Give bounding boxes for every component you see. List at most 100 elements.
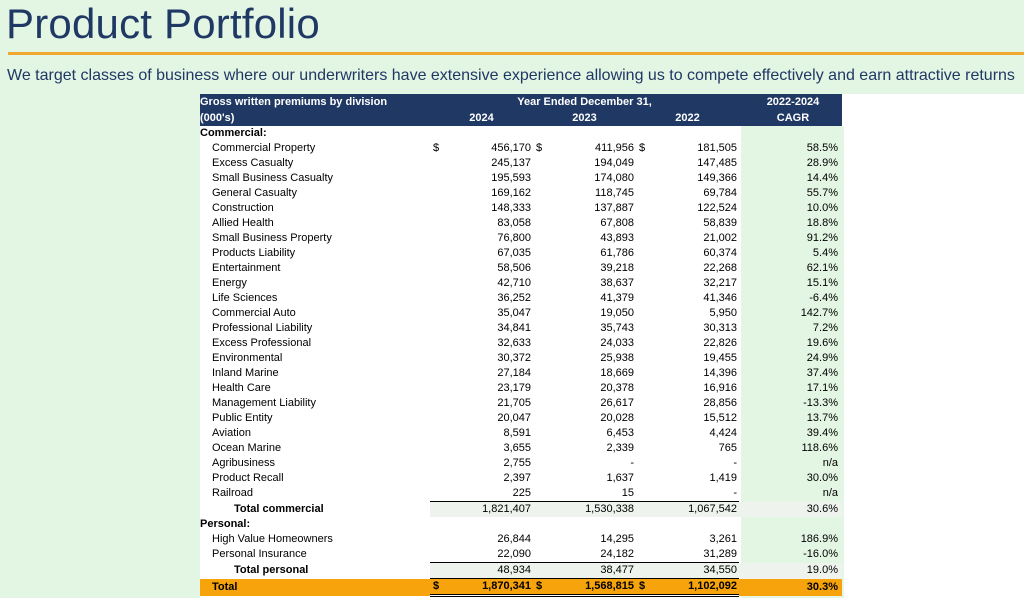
value-cagr: 15.1% bbox=[806, 277, 838, 289]
row-label: Construction bbox=[212, 202, 274, 214]
value-2022: 69,784 bbox=[703, 187, 737, 199]
value-2023: 39,218 bbox=[600, 262, 634, 274]
value-2024: $1,870,341 bbox=[430, 578, 533, 597]
value-2022: 31,289 bbox=[703, 548, 737, 560]
value-2023: 25,938 bbox=[600, 352, 634, 364]
value-2022: 19,455 bbox=[703, 352, 737, 364]
value-2022: 15,512 bbox=[703, 412, 737, 424]
value-2024: 26,844 bbox=[497, 533, 531, 545]
value-2024: 245,137 bbox=[491, 157, 531, 169]
value-2024: 148,333 bbox=[491, 202, 531, 214]
header-year-2024: 2024 bbox=[430, 110, 533, 126]
row-label: Personal Insurance bbox=[212, 548, 307, 561]
row-label: Railroad bbox=[212, 487, 253, 500]
value-cagr: 13.7% bbox=[806, 412, 838, 424]
row-label: Total bbox=[200, 578, 430, 596]
value-cagr: 24.9% bbox=[806, 352, 838, 364]
value-cagr: -16.0% bbox=[803, 548, 838, 561]
table-row: Public Entity 20,047 20,028 15,512 13.7% bbox=[200, 411, 842, 426]
value-2024: 35,047 bbox=[497, 307, 531, 319]
row-label: Total personal bbox=[234, 564, 309, 576]
value-2023: 20,028 bbox=[600, 412, 634, 424]
value-cagr: 17.1% bbox=[806, 382, 838, 394]
table-row: Energy 42,710 38,637 32,217 15.1% bbox=[200, 276, 842, 291]
value-2024: 2,397 bbox=[503, 472, 531, 484]
value-2023: $411,956 bbox=[533, 141, 636, 156]
value-2022: 60,374 bbox=[703, 247, 737, 259]
value-2024: 8,591 bbox=[503, 427, 531, 439]
value-cagr: 55.7% bbox=[806, 187, 838, 199]
page-title: Product Portfolio bbox=[6, 0, 320, 47]
table-header-row-2: (000's) 2024 2023 2022 CAGR bbox=[200, 110, 842, 126]
value-2022: 21,002 bbox=[703, 232, 737, 244]
value-cagr: -13.3% bbox=[803, 397, 838, 409]
cagr-column-shade bbox=[741, 126, 844, 598]
row-label: General Casualty bbox=[212, 187, 297, 199]
value-2022: 1,067,542 bbox=[636, 501, 739, 517]
table-row: Personal Insurance 22,090 24,182 31,289 -16.… bbox=[200, 547, 842, 563]
row-label: Products Liability bbox=[212, 247, 296, 259]
value-2022: 22,826 bbox=[703, 337, 737, 349]
value-2023: 19,050 bbox=[600, 307, 634, 319]
right-margin bbox=[844, 94, 1024, 598]
table-row: Aviation 8,591 6,453 4,424 39.4% bbox=[200, 426, 842, 441]
value-2024: 30,372 bbox=[497, 352, 531, 364]
table-row: Small Business Property 76,800 43,893 21,00… bbox=[200, 231, 842, 246]
value-2024: 27,184 bbox=[497, 367, 531, 379]
value-2024: 20,047 bbox=[497, 412, 531, 424]
value-2022: 4,424 bbox=[709, 427, 737, 439]
row-label: Professional Liability bbox=[212, 322, 313, 334]
row-label: High Value Homeowners bbox=[212, 533, 333, 545]
value-cagr: 142.7% bbox=[800, 307, 838, 319]
value-2023: 20,378 bbox=[600, 382, 634, 394]
section-personal: Personal: bbox=[200, 517, 842, 532]
value-cagr: 10.0% bbox=[806, 202, 838, 214]
value-cagr: 18.8% bbox=[806, 217, 838, 229]
value-cagr: 186.9% bbox=[800, 533, 838, 545]
value-2023: 43,893 bbox=[600, 232, 634, 244]
value-cagr: 19.6% bbox=[806, 337, 838, 349]
value-2023: 24,033 bbox=[600, 337, 634, 349]
value-2024: 169,162 bbox=[491, 187, 531, 199]
value-cagr: -6.4% bbox=[809, 292, 838, 304]
table-row: Commercial Auto 35,047 19,050 5,950 142.7% bbox=[200, 306, 842, 321]
value-cagr: 91.2% bbox=[806, 232, 838, 244]
value-2022: 28,856 bbox=[703, 397, 737, 409]
value-2024: 36,252 bbox=[497, 292, 531, 304]
row-label: Small Business Property bbox=[212, 232, 332, 244]
value-2023: 38,637 bbox=[600, 277, 634, 289]
value-2022: 30,313 bbox=[703, 322, 737, 334]
value-2024: $456,170 bbox=[430, 141, 533, 156]
row-label: Commercial Auto bbox=[212, 307, 296, 319]
value-2023: 174,080 bbox=[594, 172, 634, 184]
row-label: Agribusiness bbox=[212, 457, 275, 469]
value-cagr: 19.0% bbox=[744, 562, 842, 579]
header-cagr: CAGR bbox=[744, 110, 842, 126]
value-2024: 21,705 bbox=[497, 397, 531, 409]
cell-value: 456,170 bbox=[491, 142, 531, 154]
table-row: Railroad 225 15 - n/a bbox=[200, 486, 842, 502]
value-2024: 76,800 bbox=[497, 232, 531, 244]
table-row: Agribusiness 2,755 - - n/a bbox=[200, 456, 842, 471]
value-cagr: 37.4% bbox=[806, 367, 838, 379]
section-heading: Commercial: bbox=[200, 127, 267, 139]
value-2023: 1,637 bbox=[606, 472, 634, 484]
value-2024: 83,058 bbox=[497, 217, 531, 229]
header-label: Gross written premiums by division bbox=[200, 94, 430, 110]
title-underline bbox=[8, 52, 1024, 55]
value-2022: 22,268 bbox=[703, 262, 737, 274]
value-2024: 32,633 bbox=[497, 337, 531, 349]
value-2024: 42,710 bbox=[497, 277, 531, 289]
table-row: Construction 148,333 137,887 122,524 10.0% bbox=[200, 201, 842, 216]
value-2023: $1,568,815 bbox=[533, 578, 636, 597]
value-cagr: 30.0% bbox=[806, 472, 838, 484]
header-year-2022: 2022 bbox=[636, 110, 739, 126]
row-label: Product Recall bbox=[212, 472, 284, 484]
value-cagr: 28.9% bbox=[806, 157, 838, 169]
row-label: Excess Professional bbox=[212, 337, 312, 349]
value-2022: 3,261 bbox=[709, 533, 737, 545]
section-heading: Personal: bbox=[200, 518, 251, 530]
value-2023: 137,887 bbox=[594, 202, 634, 214]
table-row: Products Liability 67,035 61,786 60,374 5.4% bbox=[200, 246, 842, 261]
value-2023: - bbox=[630, 457, 634, 469]
